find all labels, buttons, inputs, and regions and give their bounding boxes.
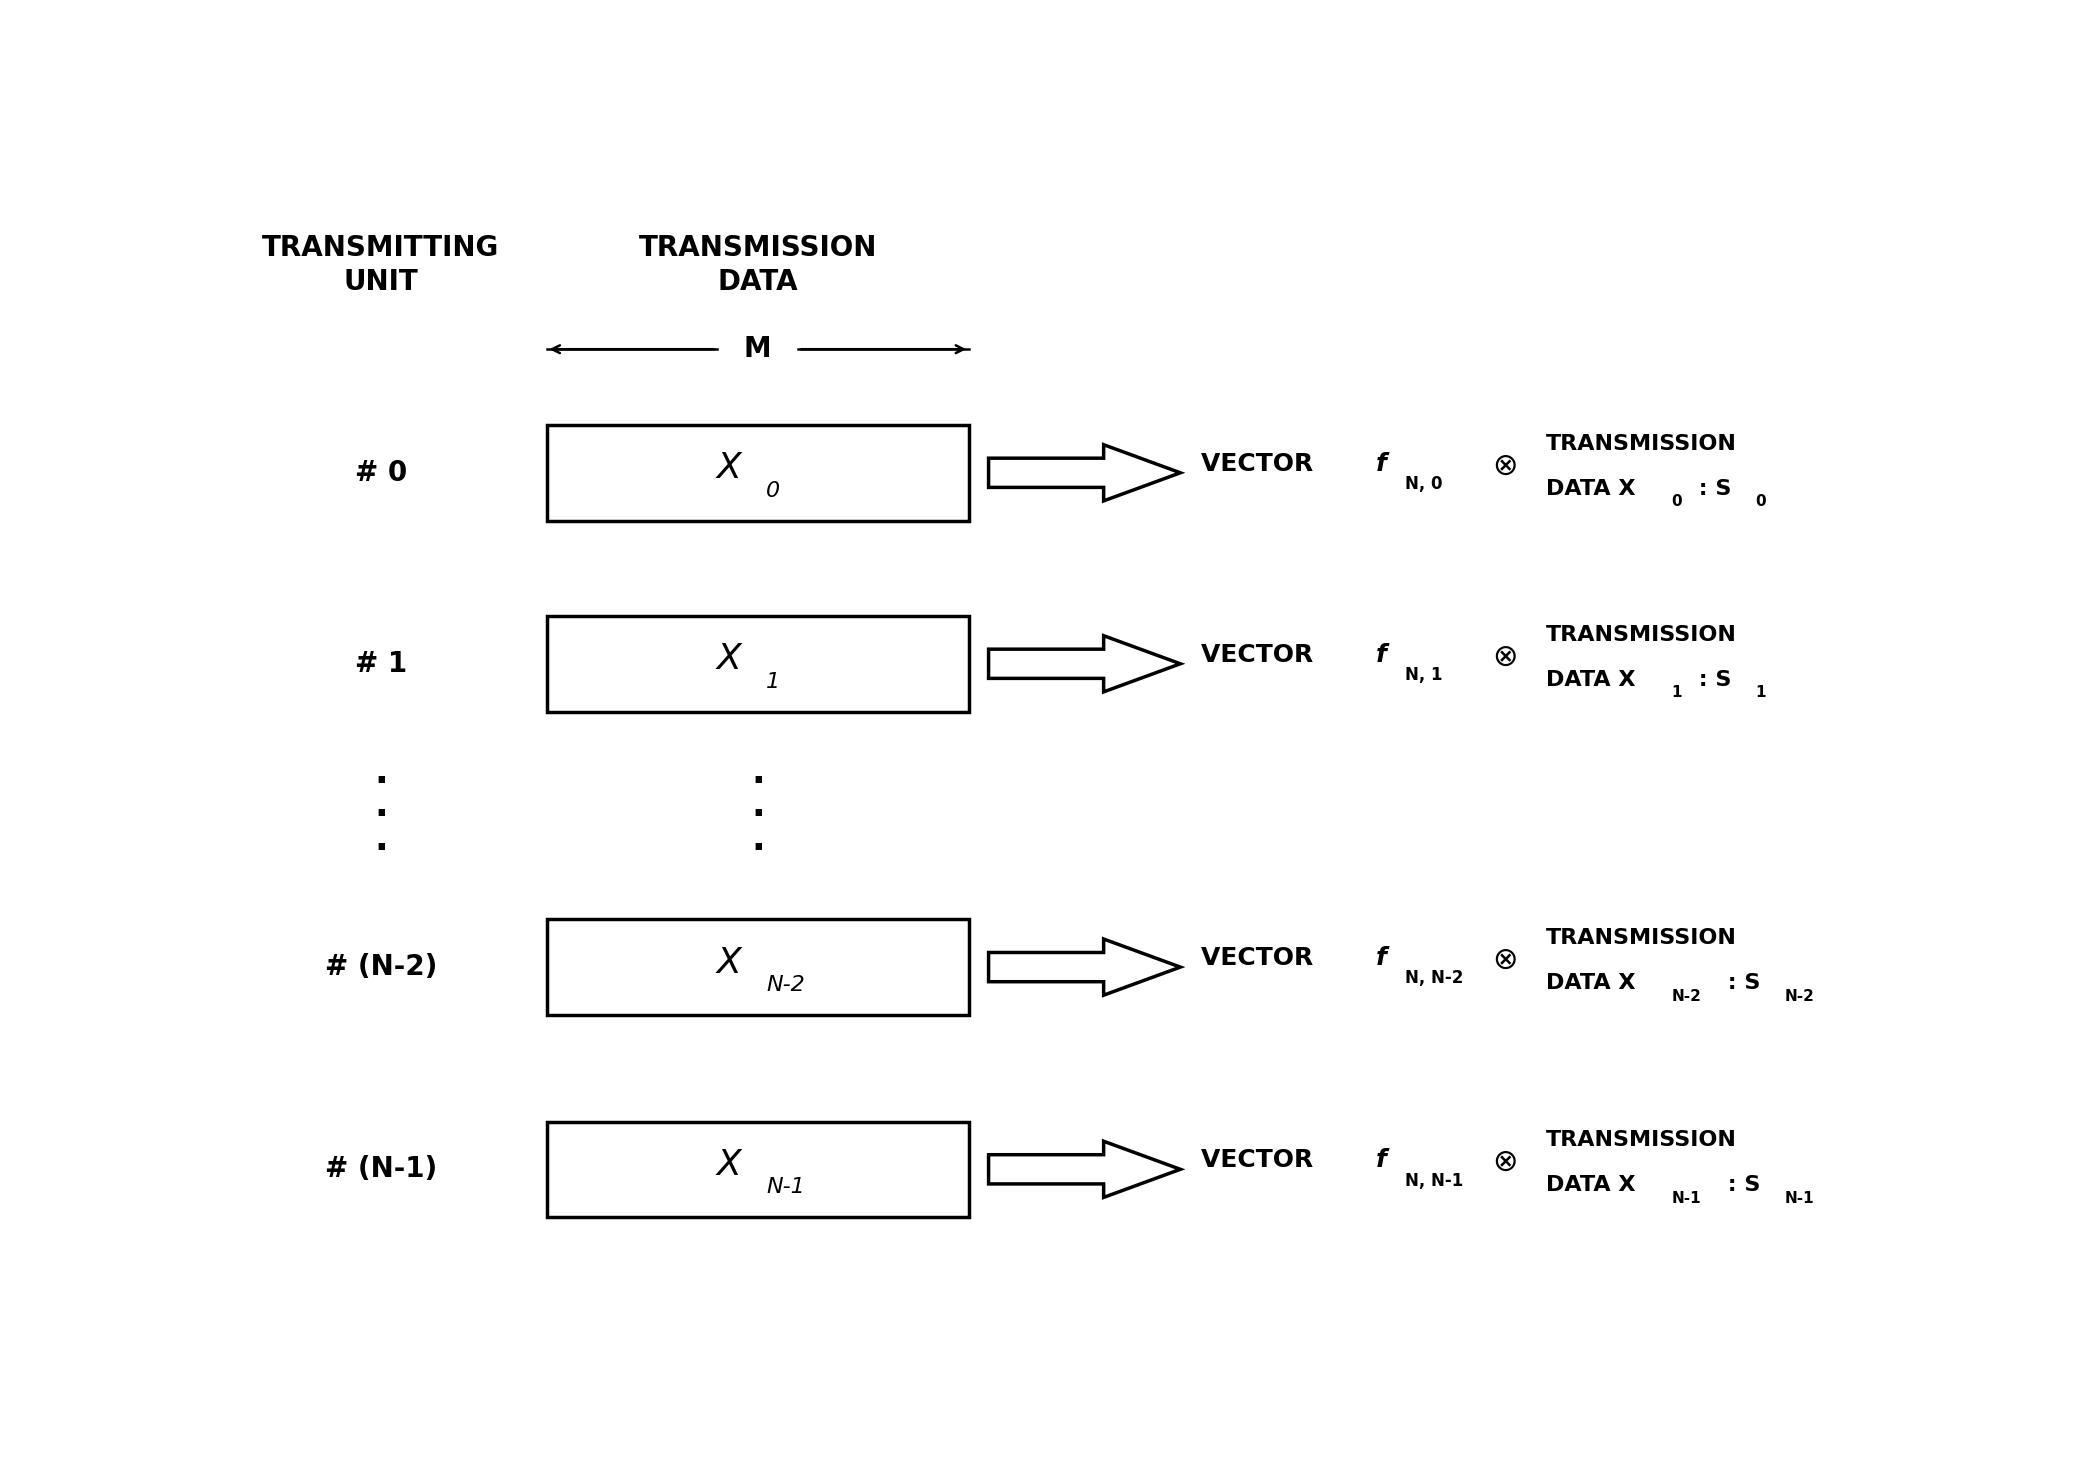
Polygon shape [988,636,1181,692]
Polygon shape [988,940,1181,995]
Text: DATA X: DATA X [1545,479,1636,499]
Text: TRANSMITTING
UNIT: TRANSMITTING UNIT [262,233,499,296]
Text: TRANSMISSION: TRANSMISSION [1545,433,1736,454]
Polygon shape [988,1141,1181,1198]
Text: TRANSMISSION: TRANSMISSION [1545,624,1736,645]
Text: 1: 1 [1755,686,1766,700]
Text: N-2: N-2 [765,975,805,995]
Bar [547,616,969,712]
Text: : S: : S [1720,973,1759,992]
Text: N-1: N-1 [1785,1191,1814,1207]
Text: # 0: # 0 [354,458,407,487]
Text: VECTOR: VECTOR [1202,945,1323,970]
Text: DATA X: DATA X [1545,1174,1636,1195]
Text: : S: : S [1690,670,1730,690]
Text: 1: 1 [1671,686,1682,700]
Text: .: . [373,789,388,823]
Text: 0: 0 [1755,495,1766,509]
Bar [547,1122,969,1217]
Text: X: X [717,1148,742,1182]
Text: TRANSMISSION: TRANSMISSION [1545,928,1736,948]
Text: X: X [717,945,742,979]
Text: f: f [1376,1148,1386,1173]
Text: .: . [751,823,765,856]
Bar [547,425,969,521]
Text: M: M [744,336,772,363]
Text: 0: 0 [1671,495,1682,509]
Text: VECTOR: VECTOR [1202,643,1323,667]
Text: TRANSMISSION: TRANSMISSION [1545,1131,1736,1150]
Text: f: f [1376,643,1386,667]
Text: # 1: # 1 [354,649,407,678]
Text: # (N-2): # (N-2) [325,953,436,980]
Text: TRANSMISSION
DATA: TRANSMISSION DATA [640,233,877,296]
Text: N, N-2: N, N-2 [1405,969,1464,988]
Text: DATA X: DATA X [1545,973,1636,992]
Text: ⊗: ⊗ [1493,642,1518,671]
Text: .: . [373,756,388,789]
Text: VECTOR: VECTOR [1202,1148,1323,1173]
Text: N-2: N-2 [1785,989,1814,1004]
Text: # (N-1): # (N-1) [325,1156,436,1183]
Text: ⊗: ⊗ [1493,945,1518,975]
Text: X: X [717,451,742,486]
Text: .: . [373,823,388,856]
Text: N-1: N-1 [1671,1191,1701,1207]
Text: .: . [751,789,765,823]
Text: 1: 1 [765,671,780,692]
Text: N, 0: N, 0 [1405,476,1443,493]
Bar [547,919,969,1015]
Text: ⊗: ⊗ [1493,1148,1518,1177]
Text: f: f [1376,452,1386,476]
Text: ⊗: ⊗ [1493,451,1518,480]
Text: f: f [1376,945,1386,970]
Polygon shape [988,445,1181,500]
Text: : S: : S [1720,1174,1759,1195]
Text: X: X [717,642,742,677]
Text: N-2: N-2 [1671,989,1701,1004]
Text: : S: : S [1690,479,1730,499]
Text: N-1: N-1 [765,1177,805,1198]
Text: N, 1: N, 1 [1405,665,1443,684]
Text: .: . [751,756,765,789]
Text: VECTOR: VECTOR [1202,452,1323,476]
Text: N, N-1: N, N-1 [1405,1172,1464,1189]
Text: DATA X: DATA X [1545,670,1636,690]
Text: 0: 0 [765,481,780,500]
